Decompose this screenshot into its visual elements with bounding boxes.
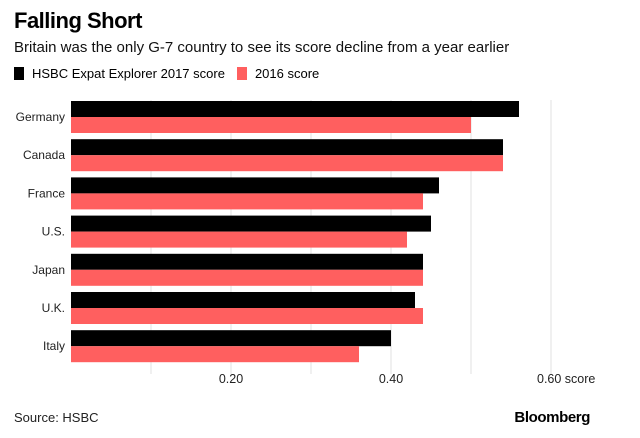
bar-2016	[71, 346, 359, 363]
source-note: Source: HSBC	[14, 410, 99, 425]
bar-2017	[71, 139, 503, 156]
x-tick-label: 0.20	[219, 372, 243, 386]
bar-2016	[71, 193, 423, 210]
bar-2017	[71, 330, 391, 347]
x-tick-label: 0.40	[379, 372, 403, 386]
bar-2016	[71, 155, 503, 172]
legend-label-2017: HSBC Expat Explorer 2017 score	[32, 66, 225, 81]
category-label: U.S.	[42, 225, 65, 239]
bloomberg-logo: Bloomberg	[514, 409, 590, 426]
legend: HSBC Expat Explorer 2017 score 2016 scor…	[14, 66, 331, 81]
legend-label-2016: 2016 score	[254, 66, 320, 81]
bar-2016	[71, 117, 471, 133]
bar-2017	[71, 101, 519, 117]
category-label: U.K.	[42, 301, 65, 315]
chart-title: Falling Short	[14, 8, 142, 33]
bar-2017	[71, 177, 439, 194]
legend-item-2017: HSBC Expat Explorer 2017 score	[14, 66, 225, 81]
category-label: Italy	[43, 339, 65, 353]
bar-2016	[71, 269, 423, 286]
legend-item-2016: 2016 score	[236, 66, 320, 81]
x-tick-label: 0.60 score	[537, 372, 595, 386]
chart-subtitle: Britain was the only G-7 country to see …	[14, 39, 510, 56]
category-label: Germany	[16, 110, 65, 124]
category-label: Canada	[23, 148, 65, 162]
legend-swatch-2016	[236, 67, 247, 80]
bar-2016	[71, 231, 407, 248]
bar-2017	[71, 253, 423, 270]
bar-2017	[71, 292, 415, 308]
legend-swatch-2017	[14, 67, 24, 80]
category-label: Japan	[32, 263, 65, 277]
bar-2016	[71, 308, 423, 324]
bar-2017	[71, 215, 431, 232]
category-label: France	[28, 186, 66, 200]
